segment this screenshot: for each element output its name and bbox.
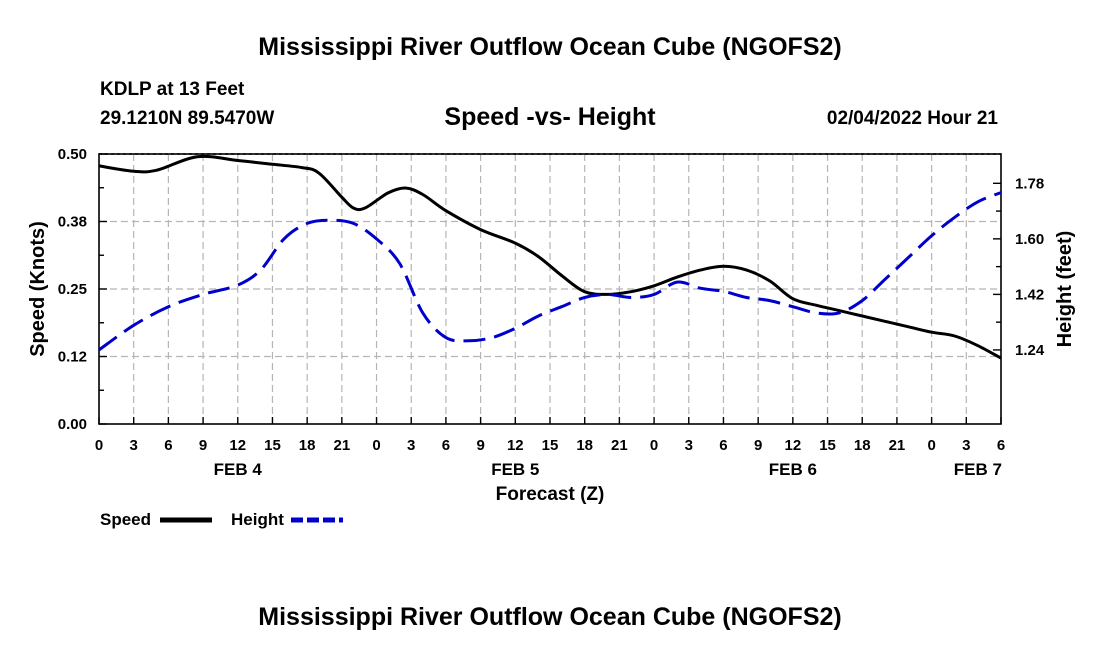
x-tick-label: 0	[650, 437, 658, 454]
x-tick-label: 3	[962, 437, 970, 454]
x-tick-label: 15	[819, 437, 836, 454]
x-tick-label: 3	[685, 437, 693, 454]
footer-title: Mississippi River Outflow Ocean Cube (NG…	[258, 603, 841, 631]
x-tick-label: 6	[164, 437, 172, 454]
x-tick-label: 6	[997, 437, 1005, 454]
timestamp-label: 02/04/2022 Hour 21	[827, 108, 999, 129]
day-label: FEB 6	[769, 460, 817, 479]
x-tick-label: 9	[199, 437, 207, 454]
day-label: FEB 7	[954, 460, 1002, 479]
day-label: FEB 4	[214, 460, 263, 479]
location-label: 29.1210N 89.5470W	[100, 108, 274, 129]
x-tick-label: 18	[299, 437, 316, 454]
x-tick-label: 6	[442, 437, 450, 454]
chart-subtitle: Speed -vs- Height	[444, 103, 656, 131]
series-line-height	[98, 191, 1002, 352]
x-tick-label: 18	[854, 437, 871, 454]
x-tick-label: 0	[927, 437, 935, 454]
x-tick-label: 15	[542, 437, 559, 454]
y2-tick-label: 1.60	[1015, 231, 1044, 248]
x-tick-label: 21	[611, 437, 628, 454]
legend-label-speed: Speed	[100, 510, 151, 529]
x-tick-label: 21	[889, 437, 906, 454]
x-tick-label: 0	[95, 437, 103, 454]
x-tick-label: 9	[476, 437, 484, 454]
grid-layer	[99, 153, 1001, 424]
x-axis-label: Forecast (Z)	[496, 484, 605, 505]
x-tick-label: 6	[719, 437, 727, 454]
series-layer	[98, 154, 1002, 360]
y2-axis-label: Height (feet)	[1054, 231, 1076, 348]
x-tick-label: 21	[334, 437, 351, 454]
x-tick-label: 3	[130, 437, 138, 454]
station-label: KDLP at 13 Feet	[100, 79, 245, 100]
x-tick-label: 3	[407, 437, 415, 454]
x-tick-label: 12	[785, 437, 802, 454]
y2-tick-label: 1.24	[1015, 342, 1045, 359]
x-tick-label: 0	[372, 437, 380, 454]
y-tick-label: 0.50	[58, 146, 87, 163]
y-tick-label: 0.25	[58, 281, 87, 298]
x-tick-label: 9	[754, 437, 762, 454]
x-tick-label: 15	[264, 437, 281, 454]
y-tick-label: 0.12	[58, 349, 87, 366]
x-tick-label: 12	[229, 437, 246, 454]
legend: Speed Height	[100, 510, 343, 529]
chart-title: Mississippi River Outflow Ocean Cube (NG…	[258, 33, 841, 61]
axis-layer: 0 3 6 9 12 15 18 21 0 3 6 9 12 15 18 21 0 3 6 9 12 15 18 21 0 3 6 F…	[58, 146, 1045, 479]
y-tick-label: 0.38	[58, 214, 87, 231]
series-line-speed	[98, 154, 1002, 360]
day-label: FEB 5	[491, 460, 539, 479]
y-axis-label: Speed (Knots)	[27, 221, 49, 357]
legend-label-height: Height	[231, 510, 284, 529]
y-tick-label: 0.00	[58, 416, 87, 433]
y2-tick-label: 1.42	[1015, 286, 1044, 303]
y2-tick-label: 1.78	[1015, 175, 1044, 192]
x-tick-label: 12	[507, 437, 524, 454]
x-tick-label: 18	[576, 437, 593, 454]
